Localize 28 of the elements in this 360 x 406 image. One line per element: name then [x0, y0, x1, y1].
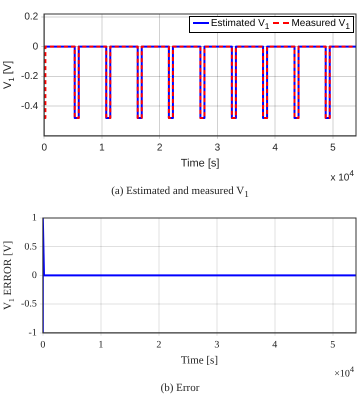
- x-tick-label: 4: [272, 339, 278, 350]
- y-tick-label: -0.2: [20, 71, 39, 82]
- text: (b) Error: [160, 381, 200, 396]
- y-tick-label: 0.5: [24, 241, 37, 252]
- x-axis-title: Time [s]: [180, 157, 220, 170]
- x-tick-label: 5: [330, 339, 336, 350]
- text: x 10$^{4}$: [330, 168, 354, 184]
- x-tick-label: 4: [272, 142, 278, 154]
- y-tick-label: -0.4: [20, 100, 39, 112]
- y-tick-label: 0.2: [24, 12, 39, 23]
- x-tick-label: 1: [98, 339, 104, 350]
- x-tick-label: 3: [214, 142, 221, 154]
- y-tick-label: -0.5: [20, 298, 37, 310]
- text: ×10$^{4}$: [334, 365, 354, 380]
- y-tick-label: 1: [32, 212, 37, 224]
- x-tick-label: 0: [41, 142, 48, 154]
- y-tick-label: 0: [32, 41, 39, 52]
- legend-label: Estimated V$_{1}$: [210, 18, 270, 31]
- x-tick-label: 5: [330, 142, 336, 154]
- x-tick-label: 3: [214, 339, 220, 350]
- x-tick-label: 1: [99, 142, 106, 154]
- legend-label: Measured V$_{1}$: [291, 18, 350, 31]
- y-tick-label: -1: [28, 327, 37, 338]
- x-tick-label: 2: [156, 339, 162, 350]
- x-axis-title: Time [s]: [180, 354, 218, 366]
- text: (a) Estimated and measured V$_{1}$: [110, 184, 250, 202]
- x-tick-label: 2: [156, 142, 163, 154]
- y-tick-label: 0: [32, 270, 37, 282]
